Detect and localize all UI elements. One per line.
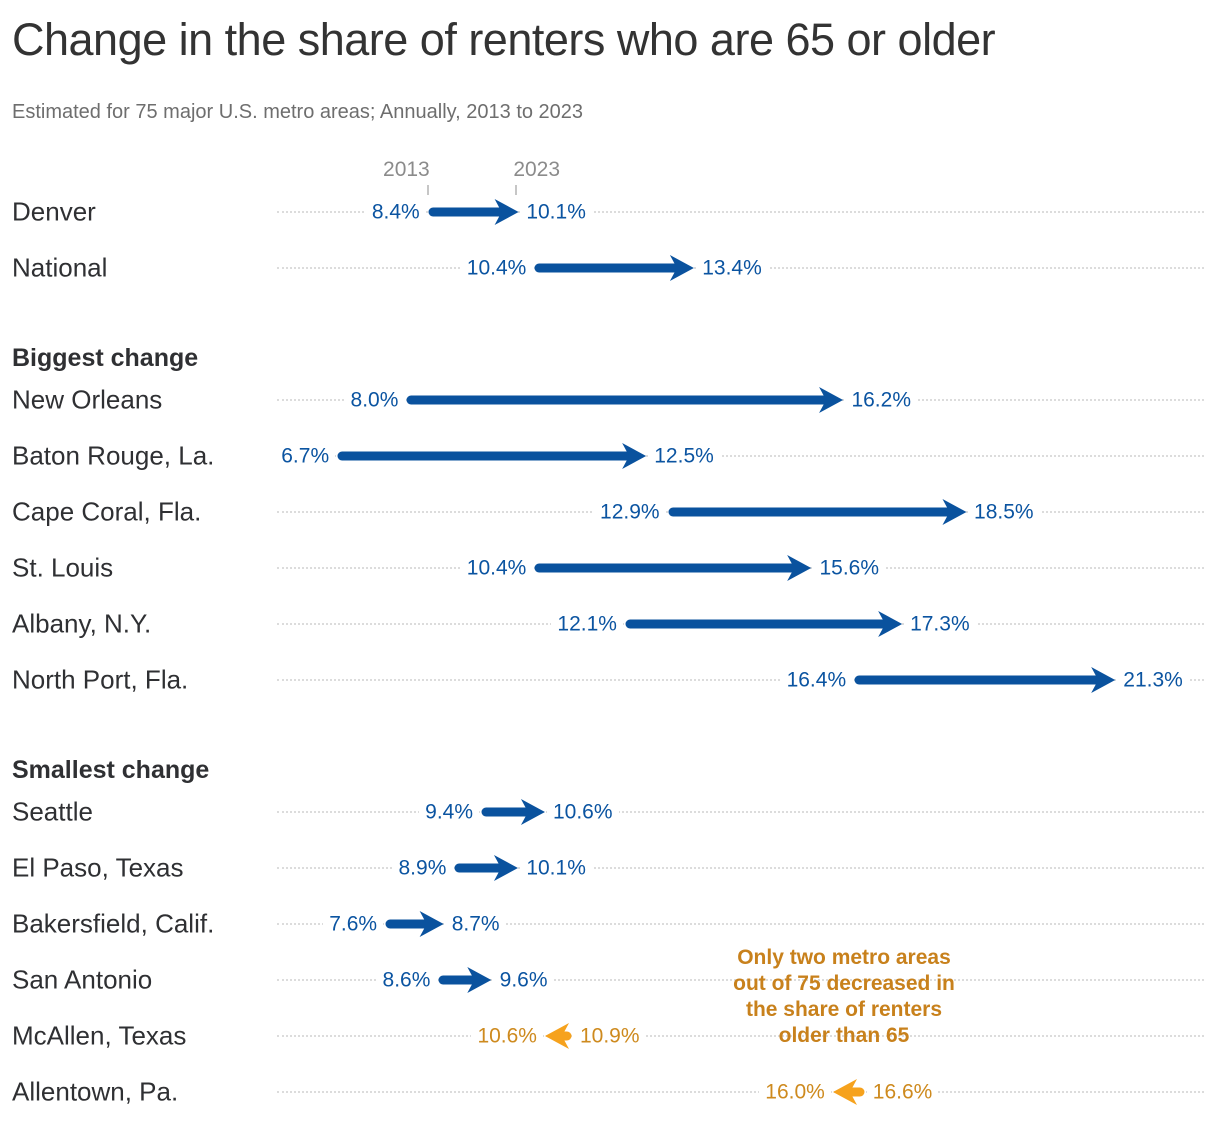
metro-label: Cape Coral, Fla. [12,496,202,527]
metro-label: North Port, Fla. [12,664,189,695]
end-value-label: 10.6% [471,1022,543,1050]
metro-row: El Paso, Texas 8.9% 10.1% [0,840,1220,896]
row-guide-dotted-line [277,211,1204,213]
end-value-label: 21.3% [1117,666,1189,694]
end-value-label: 17.3% [904,610,976,638]
end-value-label: 13.4% [696,254,768,282]
start-value-label: 8.0% [344,386,405,414]
metro-row: North Port, Fla. 16.4% 21.3% [0,652,1220,708]
start-value-label: 8.4% [365,198,426,226]
increase-arrow-icon [534,255,695,281]
start-value-label: 12.1% [551,610,623,638]
metro-label: Bakersfield, Calif. [12,908,215,939]
end-value-label: 18.5% [968,498,1040,526]
increase-arrow-icon [406,387,844,413]
end-value-label: 9.6% [493,966,554,994]
end-value-label: 10.1% [520,198,592,226]
end-value-label: 12.5% [648,442,720,470]
axis-label-2023: 2023 [513,158,561,181]
metro-label: New Orleans [12,384,163,415]
end-value-label: 16.2% [845,386,917,414]
decrease-arrow-icon [832,1079,865,1105]
start-value-label: 10.9% [573,1022,646,1050]
metro-label: Seattle [12,796,93,827]
start-value-label: 8.6% [376,966,437,994]
start-value-label: 6.7% [275,442,336,470]
metro-row: National 10.4% 13.4% [0,240,1220,296]
annotation-text: Only two metro areas out of 75 decreased … [706,945,982,1049]
increase-arrow-icon [337,443,647,469]
metro-row: McAllen, Texas 10.6% 10.9% [0,1008,1220,1064]
metro-label: Allentown, Pa. [12,1076,179,1107]
row-guide-dotted-line [277,1091,1204,1093]
metro-label: San Antonio [12,964,153,995]
start-value-label: 10.4% [460,254,533,282]
chart-title: Change in the share of renters who are 6… [12,14,996,65]
metro-label: Baton Rouge, La. [12,440,215,471]
start-value-label: 8.9% [392,854,453,882]
increase-arrow-icon [385,911,444,937]
end-value-label: 15.6% [813,554,886,582]
increase-arrow-icon [625,611,903,637]
row-guide-dotted-line [277,455,1204,457]
start-value-label: 12.9% [594,498,666,526]
increase-arrow-icon [438,967,492,993]
axis-label-2013: 2013 [383,158,430,181]
metro-label: McAllen, Texas [12,1020,187,1051]
row-guide-dotted-line [277,1035,1204,1037]
start-value-label: 7.6% [323,910,384,938]
metro-row: New Orleans 8.0% 16.2% [0,372,1220,428]
metro-row: Denver 8.4% 10.1% [0,184,1220,240]
row-guide-dotted-line [277,867,1204,869]
section-header-label: Biggest change [12,344,199,372]
metro-label: Albany, N.Y. [12,608,152,639]
end-value-label: 8.7% [445,910,506,938]
metro-row: Seattle 9.4% 10.6% [0,784,1220,840]
metro-row: Albany, N.Y. 12.1% 17.3% [0,596,1220,652]
end-value-label: 10.1% [520,854,592,882]
increase-arrow-icon [481,799,545,825]
row-guide-dotted-line [277,979,1204,981]
axis-tick-2013 [426,185,429,195]
increase-arrow-icon [454,855,519,881]
axis-tick-2023 [515,185,518,195]
metro-row: Baton Rouge, La. 6.7% 12.5% [0,428,1220,484]
decrease-arrow-icon [544,1023,572,1049]
metro-label: Denver [12,196,96,227]
increase-arrow-icon [428,199,519,225]
row-guide-dotted-line [277,811,1204,813]
metro-label: National [12,252,108,283]
start-value-label: 9.4% [419,798,480,826]
end-value-label: 10.6% [546,798,619,826]
metro-row: Bakersfield, Calif. 7.6% 8.7% [0,896,1220,952]
start-value-label: 10.4% [460,554,533,582]
start-value-label: 16.6% [866,1078,939,1106]
metro-label: El Paso, Texas [12,852,184,883]
chart-subtitle: Estimated for 75 major U.S. metro areas;… [12,101,584,123]
increase-arrow-icon [854,667,1116,693]
row-guide-dotted-line [277,923,1204,925]
annotation-line: older than 65 [778,1024,910,1047]
increase-arrow-icon [668,499,967,525]
arrow-chart: 2013 2023 Denver 8.4% 10.1% National 10.4% 13… [0,156,1220,1124]
metro-label: St. Louis [12,552,114,583]
metro-row: Allentown, Pa. 16.0% 16.6% [0,1064,1220,1120]
annotation-line: out of 75 decreased in [733,972,955,995]
increase-arrow-icon [534,555,812,581]
section-header-label: Smallest change [12,756,210,784]
annotation-line: Only two metro areas [737,946,951,969]
end-value-label: 16.0% [759,1078,831,1106]
section-header: Biggest change [0,328,1220,372]
row-guide-dotted-line [277,679,1204,681]
metro-row: St. Louis 10.4% 15.6% [0,540,1220,596]
annotation-line: the share of renters [745,998,943,1021]
metro-row: San Antonio 8.6% 9.6% [0,952,1220,1008]
section-header: Smallest change [0,740,1220,784]
metro-row: Cape Coral, Fla. 12.9% 18.5% [0,484,1220,540]
start-value-label: 16.4% [780,666,853,694]
